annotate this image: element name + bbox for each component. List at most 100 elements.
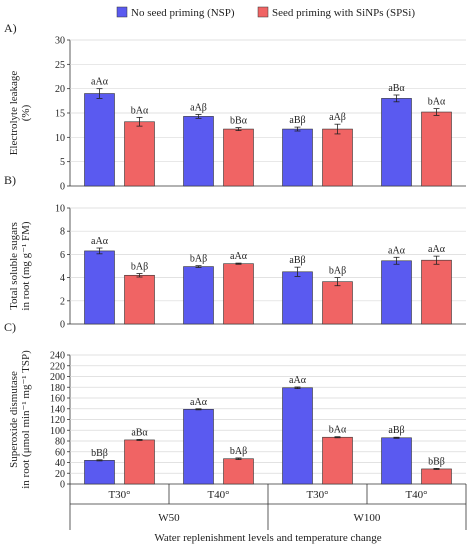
panel-c-y-tick-label: 240 <box>50 351 65 362</box>
category-axis: T30° T40° T30° T40° W50 W100 Water replenishme… <box>69 484 467 544</box>
panel-b: B) 0 2 4 6 8 10 Total soluble sugars in root (mg… <box>4 173 466 331</box>
panel-a-y-tick-label: 25 <box>55 60 65 71</box>
panel-a-tag: A) <box>4 21 17 35</box>
panel-b-y-tick-label: 10 <box>55 204 65 215</box>
panel-a-significance-label: bBα <box>230 116 248 127</box>
panel-a-significance-label: aAα <box>91 77 109 88</box>
panel-b-y-tick-label: 2 <box>60 296 65 307</box>
panel-b-significance-label: bAβ <box>190 254 207 265</box>
panel-b-bar <box>84 250 115 325</box>
panel-c-y-axis-label-line-2: in root (μmol min⁻¹ mg⁻¹ TSP) <box>20 350 32 489</box>
panel-c: C)020406080100120140160180200220240Super… <box>4 320 466 491</box>
legend-label-spsi: Seed priming with SiNPs (SPSi) <box>272 7 415 19</box>
panel-a-y-tick-label: 20 <box>55 84 65 95</box>
panel-c-bar <box>223 458 254 485</box>
panel-b-bar <box>381 260 412 325</box>
panel-a-significance-label: aBα <box>388 83 405 94</box>
panel-a-bar <box>84 93 115 187</box>
panel-a-bar <box>381 98 412 187</box>
panel-c-y-tick-label: 200 <box>50 372 65 383</box>
panel-c-y-axis-label-line-1: Superoxide dismutase <box>8 371 20 468</box>
panel-a-y-tick-label: 5 <box>60 157 65 168</box>
panel-c-y-tick-label: 80 <box>55 437 65 448</box>
panel-c-bar <box>322 436 353 485</box>
panel-b-bar <box>124 274 155 325</box>
panel-c-bar <box>84 460 115 485</box>
legend-swatch-spsi <box>257 6 269 18</box>
panel-c-bar <box>282 387 313 485</box>
panel-c-significance-label: bAα <box>329 425 347 436</box>
panel-a-y-tick-label: 10 <box>55 133 65 144</box>
panel-c-y-tick-label: 100 <box>50 426 65 437</box>
panel-b-significance-label: bAβ <box>131 262 148 273</box>
panel-b-significance-label: bAβ <box>329 266 346 277</box>
panel-a-y-tick-label: 15 <box>55 109 65 120</box>
panel-a-y-axis-label-line-2: (%) <box>20 104 32 121</box>
panel-c-y-tick-label: 60 <box>55 447 65 458</box>
panel-b-significance-label: aAα <box>230 251 248 262</box>
panel-c-significance-label: aBα <box>131 427 148 438</box>
panel-b-y-axis-label-line-1: Total soluble sugars <box>8 222 20 310</box>
panel-c-y-tick-label: 180 <box>50 383 65 394</box>
panel-c-tag: C) <box>4 320 16 334</box>
panel-c-bar <box>124 439 155 485</box>
legend-swatch-nsp <box>116 6 128 18</box>
panel-b-significance-label: aAα <box>388 245 406 256</box>
panel-a-bar <box>421 111 452 187</box>
panel-c-significance-label: aAα <box>289 375 307 386</box>
panel-a-bar <box>183 116 214 187</box>
panel-b-bar <box>322 281 353 325</box>
panel-b-significance-label: aBβ <box>289 255 305 266</box>
panel-b-y-tick-label: 8 <box>60 227 65 238</box>
panel-b-significance-label: aAα <box>91 236 109 247</box>
x-category-label: T30° <box>306 489 328 501</box>
panel-a-bar <box>124 121 155 187</box>
panel-c-significance-label: bBβ <box>428 456 445 467</box>
panel-b-bar <box>223 263 254 325</box>
panel-a-significance-label: aAβ <box>329 112 346 123</box>
panel-c-bar <box>183 408 214 485</box>
legend: No seed priming (NSP) Seed priming with … <box>116 6 415 19</box>
panel-b-y-tick-label: 6 <box>60 250 65 261</box>
panel-a-y-axis-label-line-1: Electrolyte leakage <box>8 71 20 156</box>
panel-c-y-tick-label: 40 <box>55 458 65 469</box>
x-axis-title: Water replenishment levels and temperatu… <box>154 532 381 544</box>
panel-c-y-tick-label: 160 <box>50 394 65 405</box>
panel-a-significance-label: aAβ <box>190 102 207 113</box>
panel-b-bar <box>282 271 313 325</box>
x-group-label: W50 <box>158 512 180 524</box>
panel-a-significance-label: bAα <box>428 97 446 108</box>
panel-a: A) 0 5 10 15 20 25 30 Electrolyte leakage (%) aAα a… <box>4 21 466 193</box>
panel-c-y-tick-label: 120 <box>50 415 65 426</box>
panel-b-bar <box>421 259 452 325</box>
panel-b-y-axis-label-line-2: in root (mg g⁻¹ FM) <box>20 221 32 310</box>
panel-a-y-tick-label: 30 <box>55 36 65 47</box>
panel-c-significance-label: bBβ <box>91 448 108 459</box>
panel-a-y-tick-label: 0 <box>60 182 65 193</box>
panel-c-significance-label: aAα <box>190 397 208 408</box>
panel-c-y-tick-label: 140 <box>50 404 65 415</box>
panel-b-bar <box>183 266 214 325</box>
panel-a-bar <box>223 128 254 187</box>
panel-c-significance-label: bAβ <box>230 446 247 457</box>
panel-c-y-tick-label: 20 <box>55 469 65 480</box>
panel-a-bar <box>322 128 353 187</box>
panel-b-y-tick-label: 4 <box>60 273 65 284</box>
panel-c-bar <box>381 437 412 485</box>
panel-a-significance-label: bAα <box>131 105 149 116</box>
panel-b-tag: B) <box>4 173 16 187</box>
x-category-label: T30° <box>108 489 130 501</box>
x-category-label: T40° <box>405 489 427 501</box>
panel-b-y-tick-label: 0 <box>60 320 65 331</box>
panel-a-bar <box>282 128 313 187</box>
legend-label-nsp: No seed priming (NSP) <box>131 7 235 19</box>
panel-c-bar <box>421 468 452 485</box>
x-group-label: W100 <box>354 512 381 524</box>
panel-c-significance-label: aBβ <box>388 425 404 436</box>
panel-c-y-tick-label: 220 <box>50 361 65 372</box>
panel-a-significance-label: aBβ <box>289 115 305 126</box>
panel-b-significance-label: aAα <box>428 244 446 255</box>
panel-c-y-tick-label: 0 <box>60 480 65 491</box>
x-category-label: T40° <box>207 489 229 501</box>
